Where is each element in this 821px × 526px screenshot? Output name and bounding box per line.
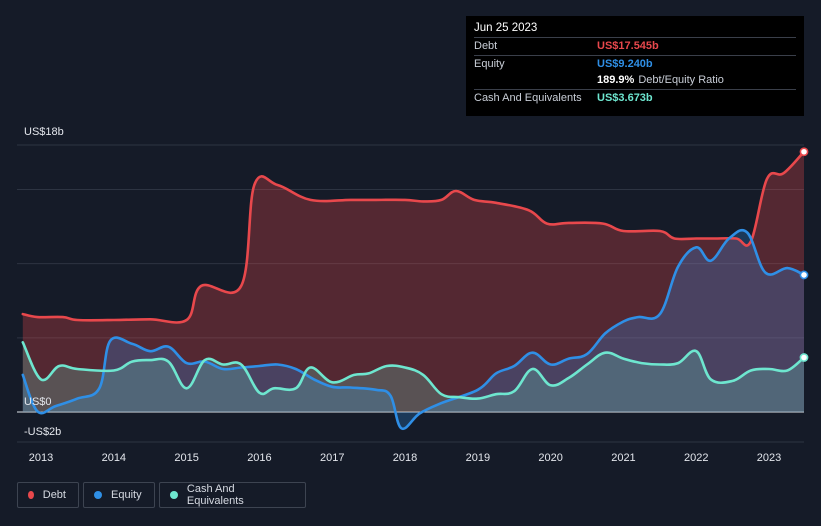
tooltip-row-equity: Equity US$9.240b [474,54,796,73]
series-areas [22,151,805,429]
x-tick-label: 2013 [29,452,53,464]
legend-debt-label: Debt [42,489,66,501]
legend-equity-label: Equity [111,489,142,501]
debt-area [22,151,805,412]
series-lines [21,150,806,431]
x-tick-label: 2021 [611,452,635,464]
legend-cash-label: Cash And Equivalents [186,483,244,507]
tooltip-debt-label: Debt [474,40,498,53]
legend-cash-dot-icon [170,491,178,499]
x-tick-label: 2016 [247,452,271,464]
legend-debt-dot-icon [28,491,34,499]
equity-area [22,230,805,429]
grid-lines [17,144,804,443]
x-tick-label: 2019 [466,452,490,464]
tooltip-ratio-value: 189.9% [597,74,635,87]
debt-line [21,150,806,324]
equity-end-marker[interactable] [799,270,809,280]
series-end-markers [799,147,809,362]
y-axis-labels: US$18b US$0 -US$2b [24,126,64,438]
x-tick-label: 2023 [757,452,781,464]
x-tick-label: 2014 [102,452,126,464]
y-tick-label: US$0 [24,396,52,408]
tooltip-cash-label: Cash And Equivalents [474,91,582,104]
x-tick-label: 2017 [320,452,344,464]
tooltip-equity-value: US$9.240b [597,57,653,70]
y-tick-label: -US$2b [24,426,61,438]
tooltip-debt-value: US$17.545b [597,40,659,53]
tooltip-cash-value: US$3.673b [597,91,653,104]
cash-end-marker[interactable] [799,353,809,362]
tooltip-row-ratio: 189.9% Debt/Equity Ratio [474,72,796,89]
legend: Debt Equity Cash And Equivalents [17,482,310,510]
x-axis-labels: 2013 2014 2015 2016 2017 2018 2019 2020 2021 2022… [29,452,782,464]
y-tick-label: US$18b [24,126,64,138]
x-tick-label: 2020 [538,452,562,464]
legend-item-cash[interactable]: Cash And Equivalents [159,482,306,508]
tooltip-date: Jun 25 2023 [474,22,538,34]
tooltip-equity-label: Equity [474,57,505,70]
tooltip-row-cash: Cash And Equivalents US$3.673b [474,88,796,107]
tooltip-panel: Jun 25 2023 Debt US$17.545b Equity US$9.… [466,16,804,116]
tooltip-ratio-suffix: Debt/Equity Ratio [638,74,724,87]
cash-line [21,341,806,401]
x-tick-label: 2015 [174,452,198,464]
debt-end-marker[interactable] [799,147,809,157]
legend-equity-dot-icon [94,491,102,499]
tooltip-row-debt: Debt US$17.545b [474,37,796,55]
x-tick-label: 2018 [393,452,417,464]
x-tick-label: 2022 [684,452,708,464]
legend-item-debt[interactable]: Debt [17,482,79,508]
legend-item-equity[interactable]: Equity [83,482,155,508]
equity-line [21,228,806,431]
cash-area [22,342,805,412]
